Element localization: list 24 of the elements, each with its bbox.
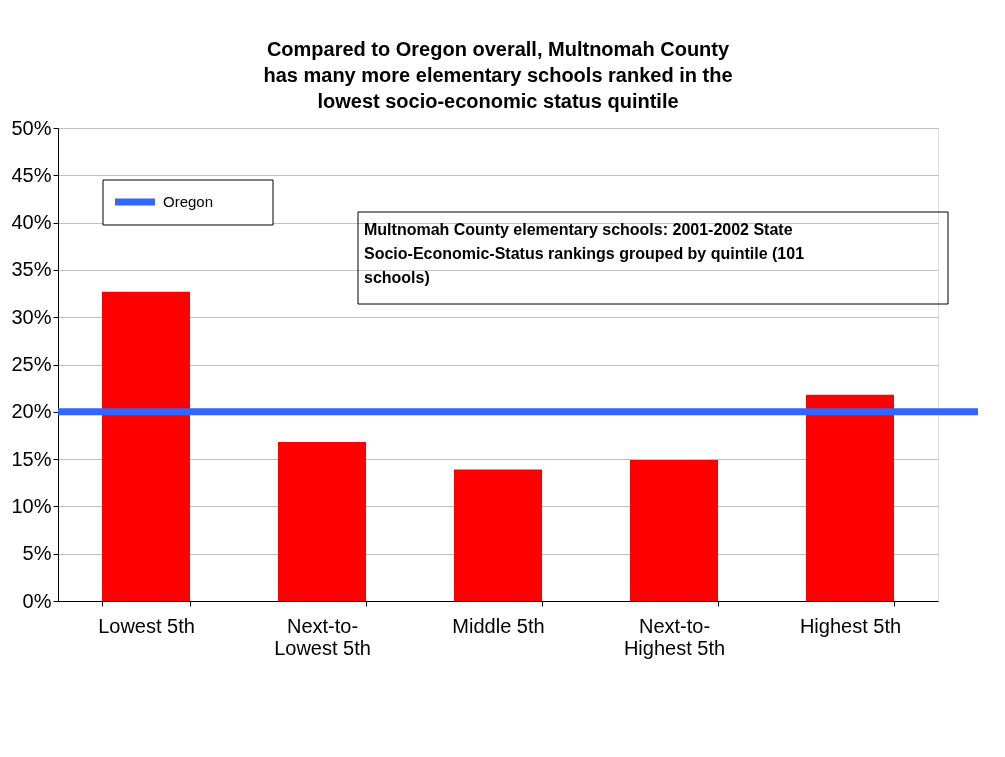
y-tick-label: 45% — [11, 163, 52, 186]
y-tick-label: 30% — [11, 305, 52, 328]
x-tick-label: Middle 5th — [452, 614, 545, 637]
y-tick-label: 15% — [11, 447, 52, 470]
x-tick-label: Highest 5th — [799, 614, 902, 637]
y-tick-label: 50% — [11, 116, 52, 139]
x-tick-label: Lowest 5th — [98, 614, 195, 637]
x-tick-label: Next-to-Lowest 5th — [274, 614, 371, 659]
bar — [278, 442, 366, 601]
y-tick-label: 5% — [22, 542, 52, 565]
y-tick-label: 10% — [11, 494, 52, 517]
y-tick-label: 20% — [11, 400, 52, 423]
chart-title: Compared to Oregon overall, Multnomah County has many more elementary schools ranked in the lowest socio-economic status quintile — [263, 38, 733, 112]
y-tick-label: 0% — [22, 589, 52, 612]
y-tick-label: 25% — [11, 353, 52, 375]
bar — [806, 394, 894, 601]
x-tick-label: Next-to-Highest 5th — [623, 614, 726, 659]
bar — [454, 469, 542, 601]
y-tick-label: 35% — [11, 258, 52, 281]
y-tick-label: 40% — [11, 211, 52, 234]
legend-label: Oregon — [163, 193, 214, 210]
annotation: Multnomah County elementary schools: 2001-2002 State Socio-Economic-Status rankings grouped by quintile (101 schools) — [364, 221, 805, 286]
bar — [630, 460, 718, 601]
bar — [102, 291, 190, 601]
